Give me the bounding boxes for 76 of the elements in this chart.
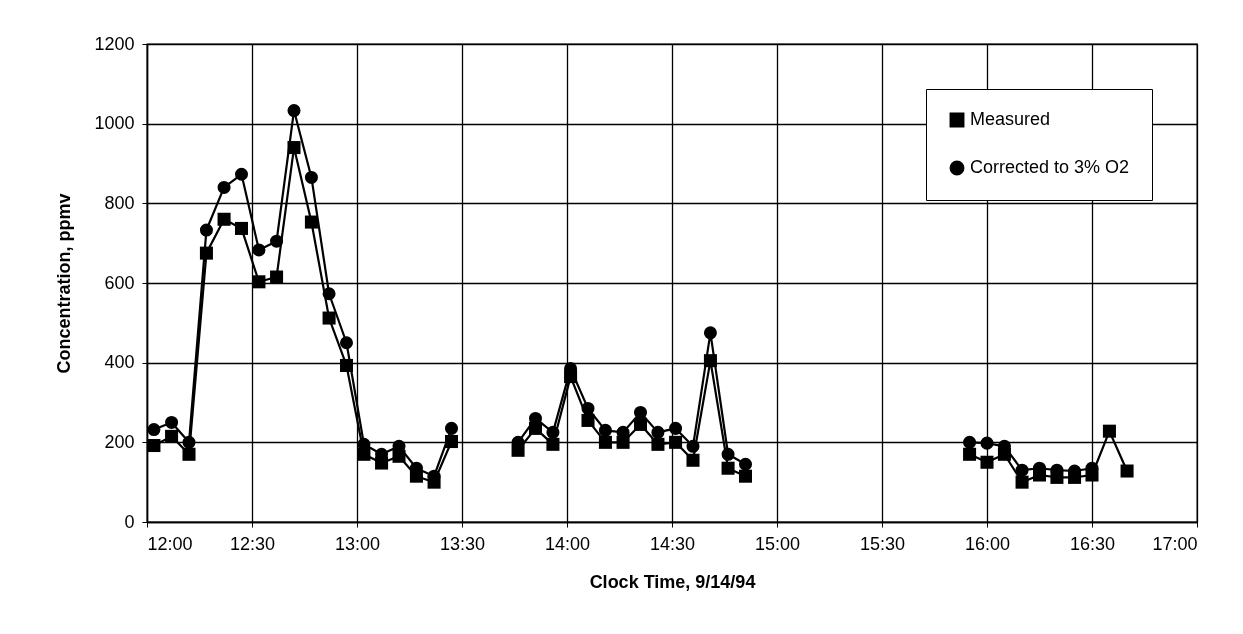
x-tick-label: 16:30 [1069,533,1116,554]
point [182,435,196,449]
point [581,401,595,415]
y-tick-label: 200 [104,431,135,452]
point [287,104,301,118]
point [598,435,612,449]
point [165,429,179,443]
y-tick-label: 800 [104,192,135,213]
point [980,436,994,450]
point [703,354,717,368]
point [1102,424,1116,438]
point [339,358,354,372]
legend-label: Measured [970,109,1051,129]
y-tick-label: 1200 [94,33,135,54]
point [669,421,683,435]
point [252,243,266,257]
point [217,212,231,226]
point [147,423,161,437]
point [270,270,284,284]
point [1015,475,1029,489]
point [598,423,612,437]
x-tick-label: 15:00 [754,533,801,554]
y-tick-label: 1000 [94,113,135,134]
point [182,447,196,461]
point [147,439,161,453]
point [444,435,459,449]
point [304,215,318,229]
point [721,447,735,461]
x-tick-label: 12:30 [229,533,276,554]
legend-label: Corrected to 3% O2 [970,157,1130,177]
point [721,461,735,475]
point [234,221,249,235]
point [546,437,560,451]
x-tick-label: 14:00 [544,533,591,554]
point [199,223,213,237]
x-tick-label: 17:00 [1152,533,1198,554]
point [738,457,753,471]
point [963,435,977,449]
y-axis-title: Concentration, ppmv [54,193,75,374]
point [1120,464,1134,478]
point [217,180,231,194]
x-tick-label: 14:30 [649,533,696,554]
point [738,469,753,483]
point [270,234,284,248]
point [304,170,318,184]
point [287,141,301,155]
x-tick-label: 16:00 [964,533,1011,554]
point [703,326,717,340]
point [669,435,683,449]
point [581,413,595,427]
point [339,336,354,350]
point [199,246,213,260]
y-tick-label: 0 [124,511,135,532]
point [651,425,665,439]
y-tick-label: 400 [104,352,135,373]
point [322,287,336,301]
point [686,439,700,453]
x-tick-label: 13:00 [334,533,381,554]
point [165,415,179,429]
point [651,437,665,451]
point [444,421,459,435]
point [322,311,336,325]
x-axis-title: Clock Time, 9/14/94 [589,571,756,592]
x-tick-label: 15:30 [859,533,906,554]
point [963,447,977,461]
point [252,275,266,289]
point [633,405,648,419]
point [980,455,994,469]
point [546,425,560,439]
x-tick-label: 12:00 [147,533,193,554]
point [234,167,249,181]
point [633,417,648,431]
x-tick-label: 13:30 [439,533,486,554]
point [1015,463,1029,477]
point [686,453,700,467]
y-tick-label: 600 [104,272,135,293]
